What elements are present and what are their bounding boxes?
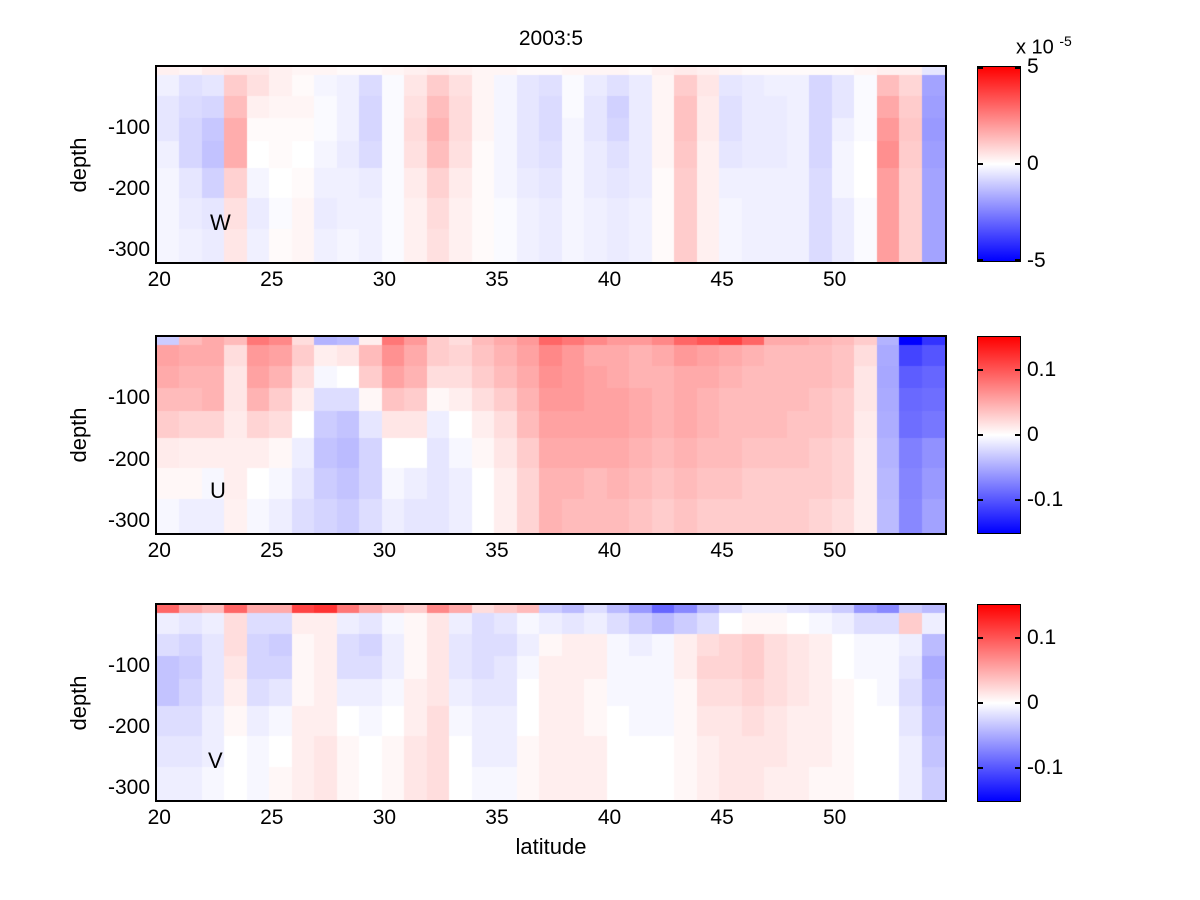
panel-v-letter: V: [208, 748, 223, 773]
y-tick-label-panel1--200: -200: [107, 447, 150, 471]
colorbar1-tick-mark: [1015, 499, 1020, 502]
colorbar0-tick-label-5: 5: [1027, 55, 1039, 78]
heatmap-v-canvas: [157, 605, 945, 800]
x-tick-label-panel0-25: 25: [260, 268, 284, 291]
x-tick-label-panel1-40: 40: [597, 539, 622, 562]
x-tick-label-panel1-35: 35: [485, 539, 509, 562]
x-tick-label-panel2-50: 50: [822, 806, 847, 829]
colorbar0-tick-mark: [1015, 67, 1020, 69]
x-axis-label: latitude: [515, 834, 587, 859]
colorbar1-tick-mark: [978, 499, 983, 502]
heatmap-u-canvas: [157, 337, 945, 533]
panel-w: [155, 65, 947, 264]
figure-title: 2003:5: [518, 27, 584, 50]
colorbar1-tick-mark: [1015, 434, 1020, 436]
colorbar2-tick-mark: [978, 702, 983, 704]
x-tick-label-panel0-45: 45: [710, 268, 734, 291]
colorbar2-tick-label-0.1: 0.1: [1027, 625, 1057, 649]
colorbar2-tick-mark: [1015, 702, 1020, 704]
colorbar-w-scale-prefix: x 10: [1016, 36, 1054, 59]
panel-w-letter: W: [210, 210, 231, 235]
heatmap-w-canvas: [157, 67, 945, 262]
colorbar1-tick-label-0.1: 0.1: [1027, 357, 1057, 381]
y-tick-label-panel1--300: -300: [107, 508, 150, 532]
colorbar0-tick-mark: [1015, 259, 1020, 261]
y-tick-label-panel2--100: -100: [107, 653, 150, 677]
panel-u-letter: U: [210, 478, 226, 503]
colorbar1-tick-mark: [1015, 368, 1020, 371]
colorbar0-tick-mark: [978, 163, 983, 165]
colorbar0-tick-mark: [978, 259, 983, 261]
colorbar1-tick-label--0.1: -0.1: [1027, 488, 1064, 512]
x-tick-label-panel1-25: 25: [260, 539, 284, 562]
colorbar-w-scale-label: x 10 -5: [1016, 33, 1072, 60]
x-tick-label-panel2-20: 20: [147, 806, 171, 829]
x-tick-label-panel0-40: 40: [597, 268, 622, 291]
x-tick-label-panel2-40: 40: [597, 806, 622, 829]
x-tick-label-panel1-50: 50: [822, 539, 847, 562]
colorbar-w: [977, 66, 1021, 262]
colorbar2-tick-label-0: 0: [1027, 691, 1039, 714]
x-tick-label-panel2-30: 30: [372, 806, 397, 829]
x-tick-label-panel0-30: 30: [372, 268, 397, 291]
x-tick-label-panel2-35: 35: [485, 806, 509, 829]
x-tick-label-panel2-25: 25: [260, 806, 284, 829]
x-tick-label-panel0-50: 50: [822, 268, 847, 291]
colorbar0-tick-mark: [1015, 163, 1020, 165]
y-tick-label-panel2--200: -200: [107, 714, 150, 738]
y-tick-label-panel0--100: -100: [107, 115, 150, 139]
panel-u: [155, 335, 947, 535]
colorbar1-tick-mark: [978, 368, 983, 371]
colorbar-u: [977, 336, 1021, 534]
colorbar-v: [977, 604, 1021, 802]
x-tick-label-panel0-35: 35: [485, 268, 509, 291]
x-tick-label-panel1-20: 20: [147, 539, 171, 562]
panel-v: [155, 603, 947, 802]
y-tick-label-panel1--100: -100: [107, 386, 150, 410]
colorbar0-tick-mark: [978, 67, 983, 69]
colorbar2-tick-mark: [978, 767, 983, 770]
colorbar1-tick-mark: [978, 434, 983, 436]
colorbar2-tick-mark: [978, 636, 983, 639]
colorbar-w-scale-exponent: -5: [1059, 33, 1072, 49]
colorbar1-tick-label-0: 0: [1027, 423, 1039, 446]
x-tick-label-panel2-45: 45: [710, 806, 734, 829]
colorbar0-tick-label--5: -5: [1027, 249, 1046, 272]
colorbar2-tick-mark: [1015, 636, 1020, 639]
x-tick-label-panel1-30: 30: [372, 539, 397, 562]
y-tick-label-panel2--300: -300: [107, 775, 150, 799]
x-tick-label-panel0-20: 20: [147, 268, 171, 291]
colorbar2-tick-mark: [1015, 767, 1020, 770]
colorbar2-tick-label--0.1: -0.1: [1027, 756, 1064, 780]
y-tick-label-panel0--200: -200: [107, 176, 150, 200]
x-tick-label-panel1-45: 45: [710, 539, 734, 562]
colorbar0-tick-label-0: 0: [1027, 152, 1039, 175]
y-tick-label-panel0--300: -300: [107, 237, 150, 261]
